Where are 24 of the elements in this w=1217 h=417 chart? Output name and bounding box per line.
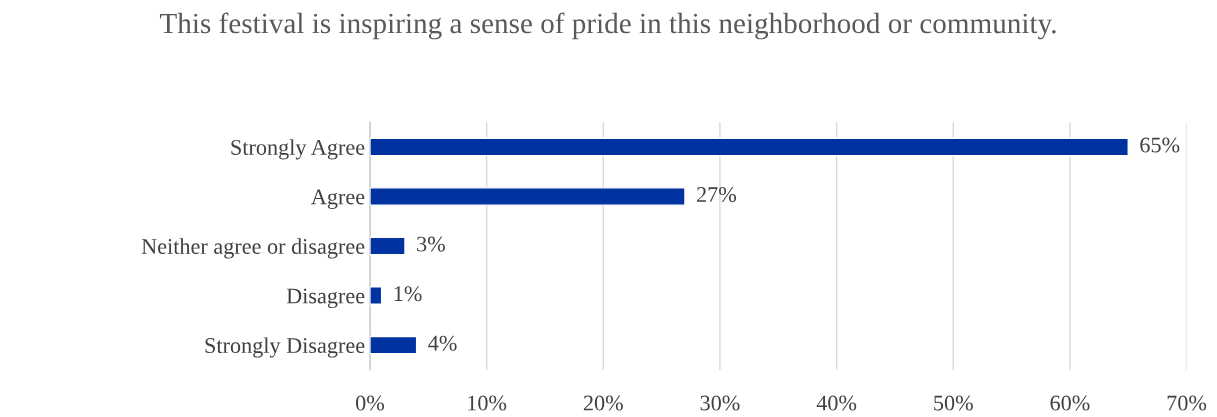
y-tick-label: Disagree bbox=[286, 288, 365, 309]
y-tick-label: Neither agree or disagree bbox=[141, 238, 365, 259]
x-tick-label: 50% bbox=[934, 395, 973, 411]
y-tick-label: Strongly Disagree bbox=[205, 337, 365, 358]
x-tick-label: 40% bbox=[816, 395, 857, 411]
bar bbox=[369, 236, 406, 256]
data-label: 1% bbox=[394, 286, 422, 302]
x-tick-label: 0% bbox=[356, 395, 385, 411]
bar bbox=[369, 187, 686, 206]
bar bbox=[369, 137, 1129, 157]
x-tick-label: 30% bbox=[700, 395, 740, 411]
chart-title: This festival is inspiring a sense of pride in this neighborhood or community. bbox=[159, 12, 1056, 40]
x-tick-label: 10% bbox=[468, 395, 507, 411]
y-tick-label: Agree bbox=[311, 189, 365, 209]
x-tick-label: 70% bbox=[1167, 395, 1207, 411]
bar bbox=[369, 335, 418, 355]
data-label: 27% bbox=[697, 187, 737, 203]
y-tick-label: Strongly Agree bbox=[231, 139, 365, 160]
data-label: 65% bbox=[1140, 137, 1180, 153]
x-tick-label: 60% bbox=[1050, 395, 1090, 411]
data-label: 4% bbox=[428, 335, 457, 351]
data-label: 3% bbox=[417, 236, 445, 252]
x-tick-label: 20% bbox=[583, 395, 623, 411]
bar bbox=[369, 286, 383, 305]
